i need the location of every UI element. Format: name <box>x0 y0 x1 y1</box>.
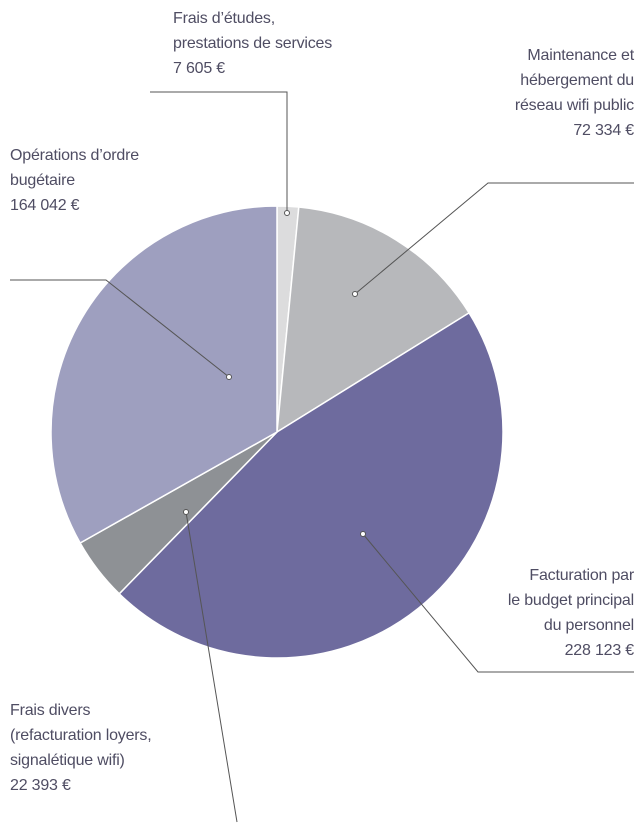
pie-slice <box>276 206 471 434</box>
slice-name: Frais divers (refacturation loyers, sign… <box>10 702 152 769</box>
slice-name: Frais d’études, prestations de services <box>173 10 333 52</box>
leader-dot <box>352 291 358 297</box>
slice-name: Opérations d’ordre bugétaire <box>10 147 139 189</box>
leader-dot <box>360 531 366 537</box>
pie-slice <box>50 205 278 545</box>
pie-slice <box>118 311 504 659</box>
leader-line <box>354 182 634 295</box>
leader-dot <box>183 509 189 515</box>
leader-dot <box>226 374 232 380</box>
slice-label: Opérations d’ordre bugétaire 164 042 € <box>10 143 139 218</box>
leader-line <box>362 533 634 673</box>
slice-value: 228 123 € <box>564 642 635 659</box>
slice-label: Frais divers (refacturation loyers, sign… <box>10 698 152 798</box>
slice-value: 72 334 € <box>573 122 634 139</box>
slice-name: Facturation par le budget principal du p… <box>507 567 634 634</box>
slice-name: Maintenance et hébergement du réseau wif… <box>514 47 634 114</box>
leader-dot <box>284 210 290 216</box>
slice-label: Frais d’études, prestations de services 7… <box>173 6 332 81</box>
slice-value: 22 393 € <box>10 777 71 794</box>
leader-line <box>150 91 288 213</box>
slice-label: Facturation par le budget principal du p… <box>508 563 634 663</box>
slice-value: 7 605 € <box>173 60 225 77</box>
slice-value: 164 042 € <box>10 197 80 214</box>
slice-label: Maintenance et hébergement du réseau wif… <box>515 43 634 143</box>
leader-line <box>10 279 230 378</box>
leader-line <box>185 511 238 823</box>
